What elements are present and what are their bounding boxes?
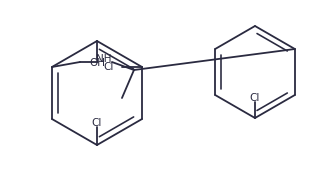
Text: Cl: Cl	[92, 118, 102, 128]
Text: Cl: Cl	[250, 93, 260, 103]
Text: NH: NH	[96, 54, 112, 64]
Text: OH: OH	[89, 58, 105, 68]
Text: Cl: Cl	[104, 62, 114, 72]
